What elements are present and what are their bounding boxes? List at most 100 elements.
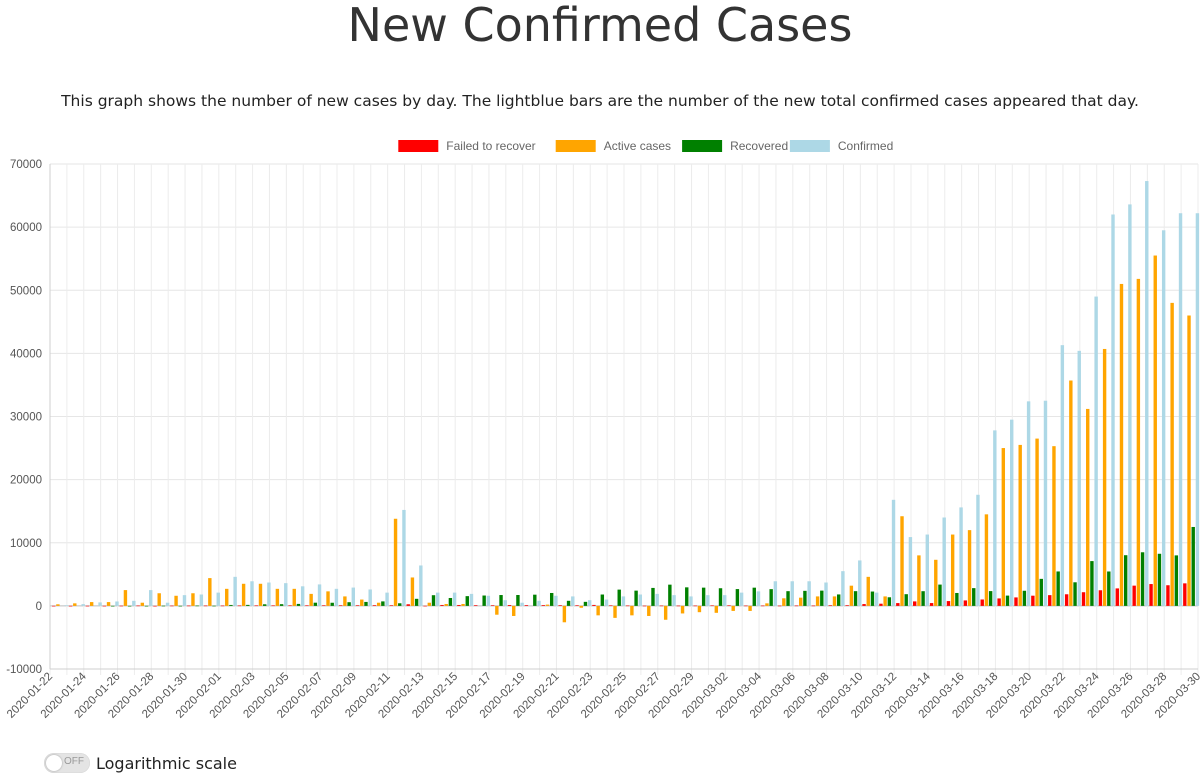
failed-bar — [1031, 595, 1035, 606]
recovered-bar — [195, 605, 199, 607]
failed-bar — [1183, 583, 1187, 606]
confirmed-bar — [638, 594, 642, 606]
recovered-bar — [634, 590, 638, 606]
toggle-switch[interactable]: OFF — [44, 753, 90, 773]
y-tick-label: 50000 — [10, 285, 42, 297]
recovered-bar — [246, 604, 250, 606]
recovered-bar — [685, 587, 689, 606]
legend-label: Confirmed — [838, 139, 893, 153]
failed-bar — [744, 605, 748, 607]
confirmed-bar — [824, 582, 828, 606]
recovered-bar — [330, 602, 334, 606]
recovered-bar — [600, 594, 605, 606]
legend-swatch — [398, 140, 439, 152]
confirmed-bar — [284, 583, 288, 606]
failed-bar — [322, 605, 326, 606]
active-bar — [1001, 448, 1006, 606]
failed-bar — [507, 605, 512, 606]
recovered-bar — [161, 605, 166, 607]
x-axis-ticks: 2020-01-222020-01-242020-01-262020-01-28… — [5, 670, 1200, 721]
recovered-bar — [1157, 553, 1162, 606]
confirmed-bar — [334, 588, 339, 606]
confirmed-bar — [436, 592, 440, 606]
failed-bar — [1115, 588, 1119, 606]
active-bar — [225, 588, 229, 606]
confirmed-bar — [233, 576, 237, 606]
legend-item[interactable]: Recovered — [682, 139, 788, 153]
confirmed-bar — [925, 534, 929, 606]
recovered-bar — [1107, 571, 1111, 606]
confirmed-bar — [756, 591, 761, 606]
legend-swatch — [682, 140, 723, 152]
recovered-bar — [853, 591, 858, 606]
failed-bar — [474, 605, 478, 606]
y-tick-label: 0 — [36, 601, 42, 613]
confirmed-bar — [723, 595, 727, 606]
active-bar — [765, 603, 769, 606]
failed-bar — [1014, 597, 1018, 606]
active-bar — [376, 602, 381, 606]
legend-item[interactable]: Failed to recover — [398, 139, 536, 153]
recovered-bar — [313, 602, 318, 606]
failed-bar — [626, 605, 630, 607]
recovered-bar — [786, 591, 790, 606]
active-bar — [562, 605, 567, 623]
active-bar — [241, 583, 246, 606]
confirmed-bar — [571, 596, 575, 606]
recovered-bar — [1191, 526, 1195, 606]
toggle-knob — [46, 755, 62, 771]
active-bar — [140, 602, 145, 606]
chart-subtitle: This graph shows the number of new cases… — [61, 92, 1139, 110]
failed-bar — [355, 605, 360, 606]
confirmed-bar — [942, 517, 946, 606]
recovered-bar — [752, 587, 756, 606]
active-bar — [782, 598, 786, 606]
recovered-bar — [803, 590, 807, 606]
active-bar — [258, 583, 263, 606]
active-bar — [934, 559, 938, 606]
failed-bar — [440, 604, 444, 606]
recovered-bar — [549, 592, 554, 606]
legend-item[interactable]: Confirmed — [789, 139, 893, 153]
confirmed-bar — [841, 571, 845, 606]
recovered-bar — [212, 605, 216, 607]
y-tick-label: 40000 — [10, 348, 42, 360]
confirmed-bar — [1060, 345, 1065, 606]
confirmed-bar — [267, 582, 271, 606]
failed-bar — [980, 599, 984, 606]
confirmed-bar — [250, 581, 254, 606]
active-bar — [1069, 380, 1073, 606]
log-scale-toggle[interactable]: OFF Logarithmic scale — [44, 753, 237, 773]
confirmed-bar — [132, 600, 136, 606]
active-bar — [326, 591, 330, 606]
recovered-bar — [870, 591, 875, 606]
confirmed-bar — [790, 581, 794, 606]
active-bar — [360, 599, 364, 606]
active-bar — [984, 514, 989, 606]
chart-legend[interactable]: Failed to recover Active cases Recovered Co… — [398, 139, 893, 153]
recovered-bar — [499, 595, 503, 606]
recovered-bar — [144, 605, 149, 607]
recovered-bar — [566, 600, 571, 606]
failed-bar — [52, 605, 56, 607]
y-tick-label: 30000 — [10, 412, 42, 424]
active-bar — [613, 605, 617, 618]
confirmed-bar — [959, 507, 963, 606]
confirmed-bar — [807, 581, 811, 606]
failed-bar — [187, 605, 191, 607]
legend-item[interactable]: Active cases — [555, 139, 671, 153]
recovered-bar — [701, 587, 706, 606]
active-bar — [799, 597, 803, 606]
confirmed-bar — [773, 581, 778, 606]
active-bar — [714, 605, 719, 613]
failed-bar — [693, 605, 697, 607]
confirmed-bar — [1077, 350, 1081, 606]
recovered-bar — [1073, 582, 1077, 606]
failed-bar — [659, 605, 664, 607]
failed-bar — [592, 604, 596, 606]
active-bar — [917, 555, 921, 606]
y-tick-label: 20000 — [10, 475, 42, 487]
recovered-bar — [482, 595, 486, 606]
recovered-bar — [972, 588, 976, 606]
failed-bar — [929, 603, 934, 606]
